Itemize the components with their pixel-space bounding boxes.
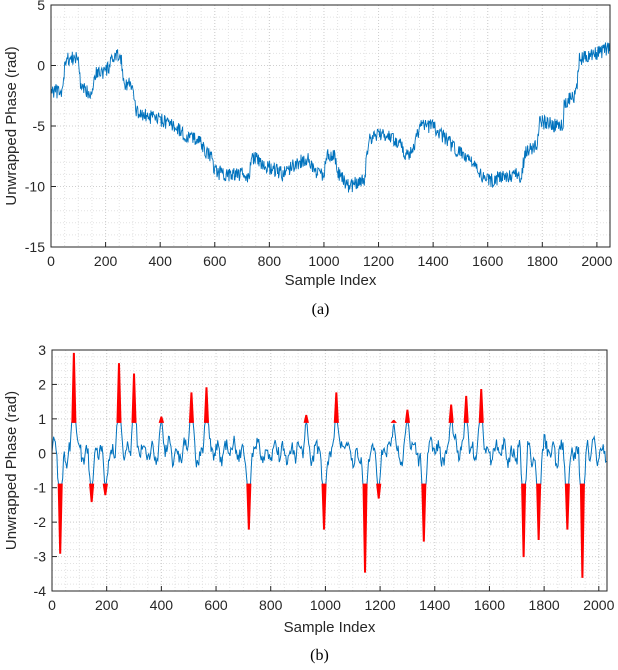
x-tick-label: 0 bbox=[47, 253, 55, 269]
x-tick-label: 400 bbox=[149, 253, 173, 269]
x-tick-label: 1200 bbox=[365, 597, 396, 613]
spike-highlight bbox=[102, 483, 108, 496]
spike-highlight bbox=[390, 419, 397, 423]
spike-highlight bbox=[421, 483, 427, 542]
spike-highlight bbox=[362, 483, 368, 573]
x-tick-label: 1400 bbox=[419, 597, 450, 613]
spike-highlight bbox=[404, 409, 411, 423]
y-tick-label: -15 bbox=[25, 239, 45, 255]
spike-highlight bbox=[579, 483, 585, 578]
spike-highlight bbox=[448, 404, 454, 423]
y-tick-label: 0 bbox=[37, 58, 45, 74]
x-tick-label: 2000 bbox=[583, 597, 614, 613]
y-axis-label: Unwrapped Phase (rad) bbox=[3, 391, 20, 550]
spike-highlight bbox=[463, 395, 469, 423]
subplot-caption: (a) bbox=[312, 301, 330, 318]
spike-highlight bbox=[303, 414, 309, 423]
x-tick-label: 1600 bbox=[474, 597, 505, 613]
subplot-caption: (b) bbox=[310, 647, 329, 664]
spike-highlight bbox=[89, 483, 95, 503]
spike-highlight bbox=[57, 483, 63, 554]
spike-highlight bbox=[564, 483, 570, 530]
y-tick-label: -3 bbox=[34, 549, 47, 565]
x-tick-label: 200 bbox=[95, 597, 119, 613]
x-tick-label: 800 bbox=[258, 253, 282, 269]
x-tick-label: 1800 bbox=[529, 597, 560, 613]
y-tick-label: -4 bbox=[34, 583, 47, 599]
spike-highlight bbox=[71, 352, 77, 423]
spike-highlight bbox=[188, 392, 194, 423]
x-axis-label: Sample Index bbox=[284, 619, 376, 636]
spike-highlight bbox=[116, 363, 122, 423]
spike-highlight bbox=[158, 416, 165, 423]
subplot-a: 0 200 400 600 800 1000 1200 1400 1600 1800 200050-… bbox=[3, 0, 613, 318]
spike-highlight bbox=[376, 483, 382, 499]
x-axis-label: Sample Index bbox=[285, 272, 377, 289]
y-tick-label: 2 bbox=[38, 376, 46, 392]
y-tick-label: 1 bbox=[38, 411, 46, 427]
x-tick-label: 1200 bbox=[363, 253, 394, 269]
x-tick-label: 600 bbox=[204, 597, 228, 613]
x-tick-label: 600 bbox=[203, 253, 227, 269]
series-line-unwrapped-phase bbox=[50, 42, 611, 193]
subplot-b: 0 200 400 600 800 1000 1200 1400 1600 1800 2000 3 2 1… bbox=[3, 342, 615, 664]
x-tick-label: 1800 bbox=[527, 253, 558, 269]
y-tick-label: -5 bbox=[33, 118, 46, 134]
spike-highlight bbox=[521, 483, 527, 558]
x-tick-label: 1400 bbox=[418, 253, 449, 269]
y-tick-label: -10 bbox=[25, 179, 45, 195]
spike-highlight bbox=[333, 392, 339, 423]
axes-box bbox=[51, 349, 608, 592]
spike-highlight bbox=[131, 373, 137, 423]
x-tick-label: 1000 bbox=[308, 253, 339, 269]
x-tick-label: 1000 bbox=[310, 597, 341, 613]
y-tick-label: -1 bbox=[34, 480, 47, 496]
y-axis-label: Unwrapped Phase (rad) bbox=[3, 46, 20, 205]
x-tick-label: 400 bbox=[150, 597, 174, 613]
spike-highlight bbox=[321, 483, 327, 530]
y-tick-label: -2 bbox=[34, 514, 47, 530]
axes-box bbox=[50, 4, 611, 248]
y-tick-label: 5 bbox=[37, 0, 45, 13]
spike-highlight bbox=[246, 483, 252, 530]
x-tick-label: 2000 bbox=[581, 253, 612, 269]
spike-highlight bbox=[478, 388, 484, 423]
spike-highlight bbox=[536, 483, 542, 540]
x-tick-label: 1600 bbox=[472, 253, 503, 269]
x-tick-label: 0 bbox=[48, 597, 56, 613]
x-tick-label: 800 bbox=[259, 597, 283, 613]
spike-highlight bbox=[203, 387, 210, 423]
y-tick-label: 0 bbox=[38, 445, 46, 461]
y-tick-label: 3 bbox=[38, 342, 46, 358]
x-tick-label: 200 bbox=[94, 253, 118, 269]
series-line-signal bbox=[51, 420, 607, 485]
